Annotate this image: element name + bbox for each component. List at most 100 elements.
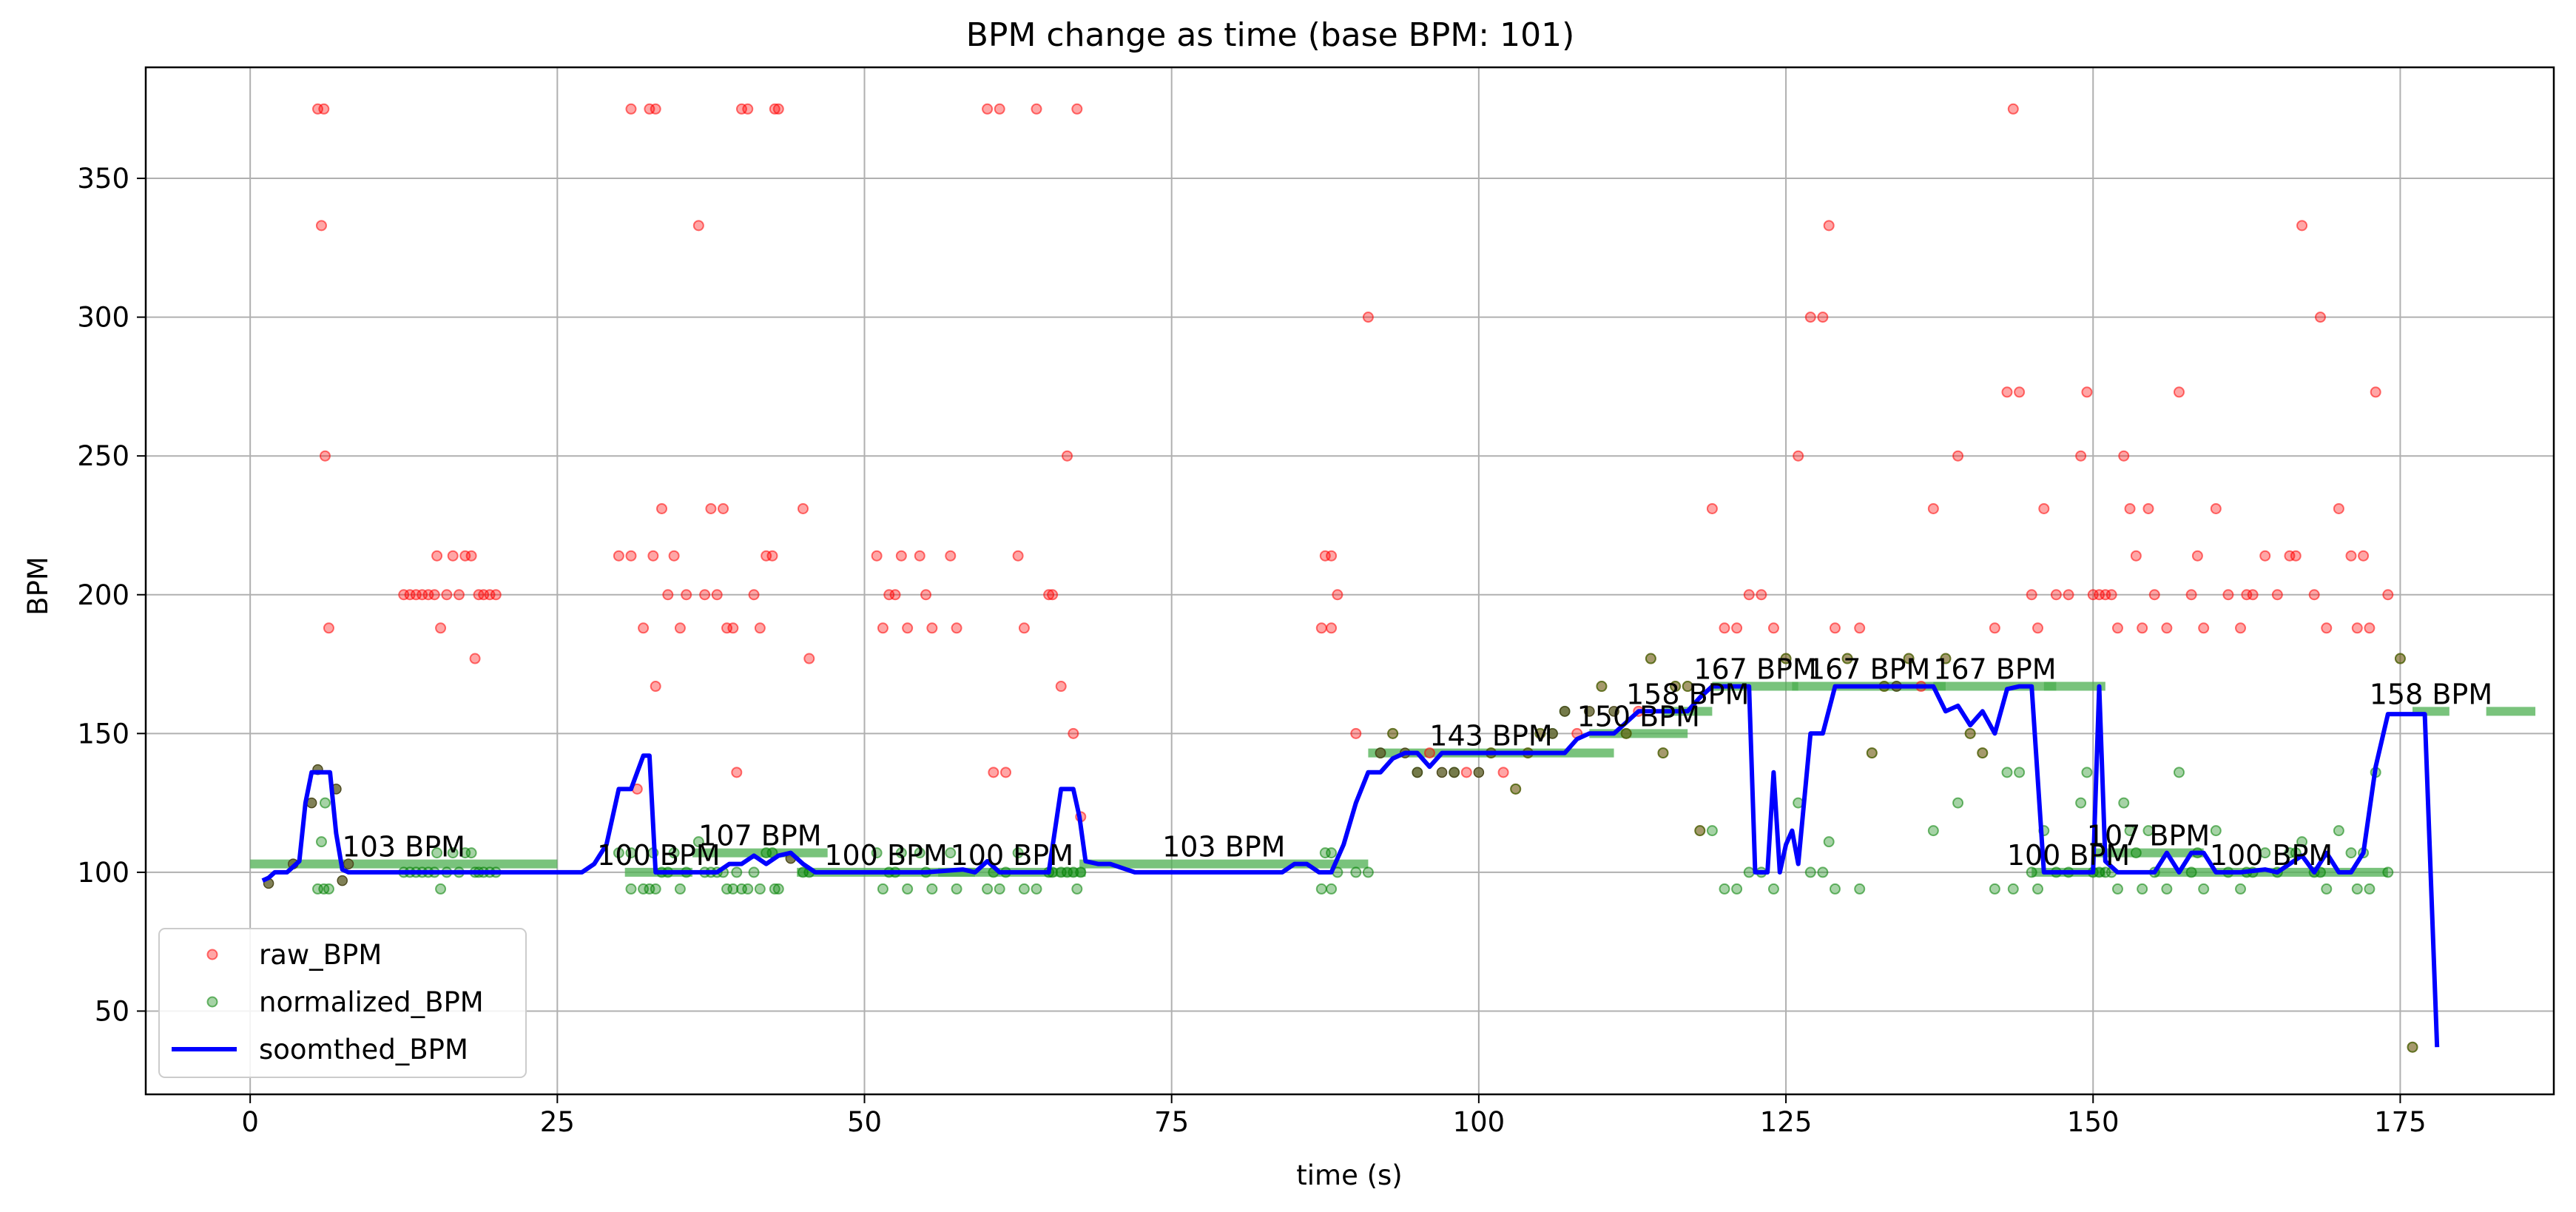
y-tick-label: 200: [77, 579, 129, 611]
raw-point: [2137, 622, 2148, 634]
normalized-point: [435, 883, 447, 895]
raw-point: [1068, 727, 1079, 739]
raw-point: [638, 622, 650, 634]
normalized-point: [1694, 825, 1706, 837]
segment-label: 100 BPM: [951, 839, 1073, 872]
raw-point: [1823, 220, 1835, 232]
normalized-point: [1706, 825, 1718, 837]
normalized-point: [1387, 727, 1399, 739]
normalized-point: [1903, 653, 1915, 664]
raw-point: [754, 622, 766, 634]
raw-point: [2222, 589, 2234, 601]
normalized-point: [2118, 797, 2130, 809]
raw-point: [803, 653, 815, 664]
raw-point: [945, 550, 957, 562]
normalized-point: [668, 847, 680, 859]
normalized-point: [769, 883, 780, 895]
raw-point: [769, 103, 780, 115]
raw-point: [2345, 550, 2357, 562]
x-tick-label: 25: [540, 1106, 575, 1138]
legend-box: [158, 928, 527, 1078]
normalized-point: [994, 883, 1005, 895]
normalized-point: [731, 866, 743, 878]
segment-label: 100 BPM: [2210, 839, 2333, 872]
normalized-point: [1964, 727, 1976, 739]
normalized-point: [1362, 866, 1374, 878]
raw-point: [988, 767, 999, 778]
normalized-point: [742, 883, 754, 895]
overlap-point: [337, 875, 348, 886]
raw-point: [2358, 550, 2370, 562]
plot-frame: [144, 66, 2555, 1096]
x-tick-label: 125: [1760, 1106, 1813, 1138]
x-tick-label: 75: [1154, 1106, 1189, 1138]
normalized-point: [2173, 767, 2185, 778]
raw-point: [1706, 502, 1718, 514]
normalized-point: [2351, 883, 2363, 895]
normalized-point: [650, 883, 661, 895]
raw-point: [2032, 622, 2043, 634]
raw-point: [1804, 312, 1816, 323]
raw-point: [650, 103, 661, 115]
overlap-point: [1375, 747, 1386, 758]
normalized-point: [914, 847, 925, 859]
legend-label-smoothed: soomthed_BPM: [259, 1034, 468, 1065]
segment-label: 167 BPM: [1693, 653, 1816, 686]
segment-label: 150 BPM: [1577, 700, 1700, 733]
normalized-point: [772, 883, 784, 895]
raw-point: [2351, 622, 2363, 634]
segment-label: 100 BPM: [597, 839, 720, 872]
normalized-point: [1620, 727, 1632, 739]
normalized-point: [1804, 866, 1816, 878]
legend-marker-raw: [206, 949, 218, 960]
normalized-point: [1682, 681, 1693, 693]
segment-label: 167 BPM: [1933, 653, 2056, 686]
normalized-point: [1927, 825, 1939, 837]
segment-label: 103 BPM: [343, 831, 465, 863]
normalized-point: [1326, 847, 1338, 859]
raw-point: [877, 622, 889, 634]
raw-point: [2247, 589, 2259, 601]
normalized-point: [2296, 836, 2308, 848]
raw-point: [453, 589, 465, 601]
raw-point: [2314, 312, 2326, 323]
raw-point: [926, 622, 938, 634]
y-tick-label: 50: [95, 995, 129, 1027]
overlap-point: [1584, 706, 1595, 717]
normalized-point: [1989, 883, 2000, 895]
raw-point: [441, 589, 453, 601]
normalized-point: [926, 883, 938, 895]
overlap-point: [1436, 767, 1448, 778]
raw-point: [1047, 589, 1059, 601]
raw-point: [2075, 450, 2087, 462]
normalized-point: [727, 883, 739, 895]
normalized-point: [2142, 825, 2154, 837]
legend: raw_BPM normalized_BPM soomthed_BPM: [158, 928, 527, 1078]
raw-point: [2259, 550, 2271, 562]
raw-point: [2130, 550, 2142, 562]
raw-point: [1055, 681, 1067, 693]
normalized-point: [895, 847, 907, 859]
raw-point: [2333, 502, 2344, 514]
segment-label: 158 BPM: [1626, 678, 1749, 710]
y-tick-label: 300: [77, 302, 129, 334]
normalized-point: [1952, 797, 1964, 809]
raw-point: [2081, 386, 2093, 398]
raw-point: [2235, 622, 2247, 634]
raw-point: [2296, 220, 2308, 232]
raw-point: [2185, 589, 2197, 601]
normalized-point: [613, 847, 624, 859]
raw-point: [1854, 622, 1866, 634]
normalized-point: [1731, 883, 1743, 895]
normalized-point: [2185, 866, 2197, 878]
legend-label-raw: raw_BPM: [259, 939, 382, 971]
normalized-point: [2032, 883, 2043, 895]
raw-point: [2105, 589, 2117, 601]
raw-point: [2063, 589, 2074, 601]
raw-point: [1362, 312, 1374, 323]
x-tick-label: 50: [847, 1106, 882, 1138]
normalized-point: [638, 883, 650, 895]
normalized-point: [1719, 883, 1730, 895]
normalized-point: [1823, 836, 1835, 848]
normalized-point: [2235, 883, 2247, 895]
